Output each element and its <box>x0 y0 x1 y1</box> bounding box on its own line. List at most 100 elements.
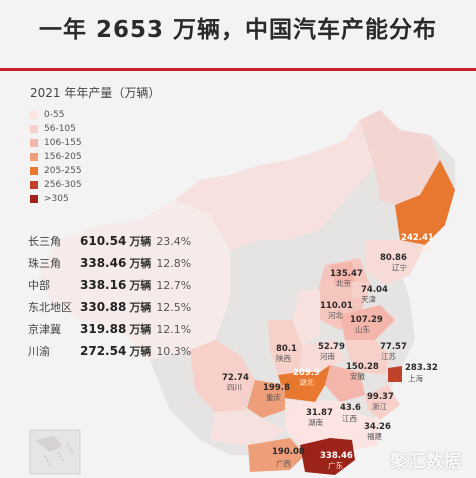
province-hunan <box>285 400 330 445</box>
stat-row: 川渝 272.54 万辆 10.3% <box>28 343 191 365</box>
china-landmass <box>40 110 455 455</box>
legend-label: 156-205 <box>44 152 82 162</box>
province-liaoning <box>365 240 425 285</box>
province-shanghai <box>388 366 402 382</box>
beijing-name: 北京 <box>336 278 351 288</box>
guangxi-name: 广西 <box>276 458 291 468</box>
legend-swatch <box>30 167 38 175</box>
watermark: 聚汇数据 <box>390 452 462 472</box>
hebei-name: 河北 <box>328 311 343 320</box>
shanxi <box>292 290 320 345</box>
legend-item: 256-305 <box>30 178 82 192</box>
province-shandong <box>340 305 395 340</box>
shandong-value: 107.29 <box>350 315 383 325</box>
inset-land <box>35 436 62 452</box>
province-guangxi <box>248 438 305 472</box>
stat-percent: 23.4% <box>156 235 192 248</box>
stat-percent: 12.1% <box>156 323 192 336</box>
stat-value: 338.16 <box>80 278 127 292</box>
regional-stats: 长三角 610.54 万辆 23.4% 珠三角 338.46 万辆 12.8% … <box>28 233 191 365</box>
anhui-name: 安徽 <box>350 371 365 381</box>
legend-swatch <box>30 153 38 161</box>
hunan-value: 31.87 <box>306 408 333 418</box>
tianjin-name: 天津 <box>361 295 376 304</box>
province-fujian <box>352 415 380 450</box>
jilin-name: 吉林 <box>417 242 432 252</box>
legend-item: 205-255 <box>30 164 82 178</box>
legend-title: 2021 年年产量（万辆） <box>30 86 161 100</box>
shanghai-name: 上海 <box>408 373 423 383</box>
stat-region-name: 川渝 <box>28 345 50 358</box>
stat-unit: 万辆 <box>129 279 152 292</box>
stat-region-name: 中部 <box>28 279 50 292</box>
jiangsu-value: 77.57 <box>380 342 407 352</box>
legend-label: 56-105 <box>44 124 76 134</box>
province-beijing <box>330 262 355 286</box>
stat-row: 京津冀 319.88 万辆 12.1% <box>28 321 191 343</box>
henan-name: 河南 <box>320 351 335 361</box>
legend-label: 0-55 <box>44 110 65 120</box>
stat-value: 610.54 <box>80 234 127 248</box>
stat-unit: 万辆 <box>129 257 152 270</box>
stat-region-name: 长三角 <box>28 235 61 248</box>
color-legend: 0-55 56-105 106-155 156-205 205-255 256-… <box>30 108 82 206</box>
hebei-value: 110.01 <box>320 301 353 311</box>
legend-swatch <box>30 181 38 189</box>
inner-mongolia <box>175 110 380 250</box>
stat-region-name: 东北地区 <box>28 301 72 314</box>
stat-unit: 万辆 <box>129 235 152 248</box>
stat-row: 长三角 610.54 万辆 23.4% <box>28 233 191 255</box>
province-henan <box>300 340 345 372</box>
shaanxi-name: 陕西 <box>276 353 291 363</box>
shanghai-value: 283.32 <box>405 363 438 373</box>
chongqing-value: 199.8 <box>263 383 290 393</box>
legend-item: 56-105 <box>30 122 82 136</box>
liaoning-name: 辽宁 <box>392 262 407 272</box>
legend-swatch <box>30 111 38 119</box>
zhejiang-name: 浙江 <box>372 401 387 411</box>
shandong-name: 山东 <box>355 324 370 334</box>
stat-region-name: 珠三角 <box>28 257 61 270</box>
western-provinces <box>40 200 230 360</box>
province-jiangsu <box>345 340 390 375</box>
inset-dashes <box>44 443 74 467</box>
legend-item: 106-155 <box>30 136 82 150</box>
province-hubei <box>278 365 330 402</box>
stat-value: 319.88 <box>80 322 127 336</box>
guizhou-yunnan <box>210 410 285 445</box>
province-chongqing <box>247 380 285 418</box>
liaoning-value: 80.86 <box>380 253 407 263</box>
legend-swatch <box>30 139 38 147</box>
legend-label: 256-305 <box>44 180 82 190</box>
shaanxi-value: 80.1 <box>276 344 297 354</box>
stat-percent: 12.5% <box>156 301 192 314</box>
province-jiangxi <box>325 400 360 440</box>
legend-item: 156-205 <box>30 150 82 164</box>
hubei-name: 湖北 <box>299 378 314 387</box>
legend-label: >305 <box>44 194 69 204</box>
stat-row: 珠三角 338.46 万辆 12.8% <box>28 255 191 277</box>
guangdong-value: 338.46 <box>320 451 353 461</box>
guangxi-value: 190.08 <box>272 447 305 457</box>
fujian-name: 福建 <box>367 431 382 441</box>
title-divider <box>0 68 476 71</box>
stat-value: 330.88 <box>80 300 127 314</box>
province-shaanxi <box>268 320 302 375</box>
stat-percent: 12.8% <box>156 257 192 270</box>
stat-value: 338.46 <box>80 256 127 270</box>
anhui-value: 150.28 <box>346 362 379 372</box>
jiangxi-value: 43.6 <box>340 403 361 413</box>
henan-value: 52.79 <box>318 342 345 352</box>
jilin-value: 242.41 <box>401 233 434 243</box>
stat-value: 272.54 <box>80 344 127 358</box>
hunan-name: 湖南 <box>308 417 323 427</box>
legend-item: >305 <box>30 192 82 206</box>
legend-label: 106-155 <box>44 138 82 148</box>
stat-unit: 万辆 <box>129 345 152 358</box>
stat-unit: 万辆 <box>129 323 152 336</box>
stat-row: 中部 338.16 万辆 12.7% <box>28 277 191 299</box>
sichuan-name: 四川 <box>227 383 242 392</box>
stat-percent: 10.3% <box>156 345 192 358</box>
stat-percent: 12.7% <box>156 279 192 292</box>
